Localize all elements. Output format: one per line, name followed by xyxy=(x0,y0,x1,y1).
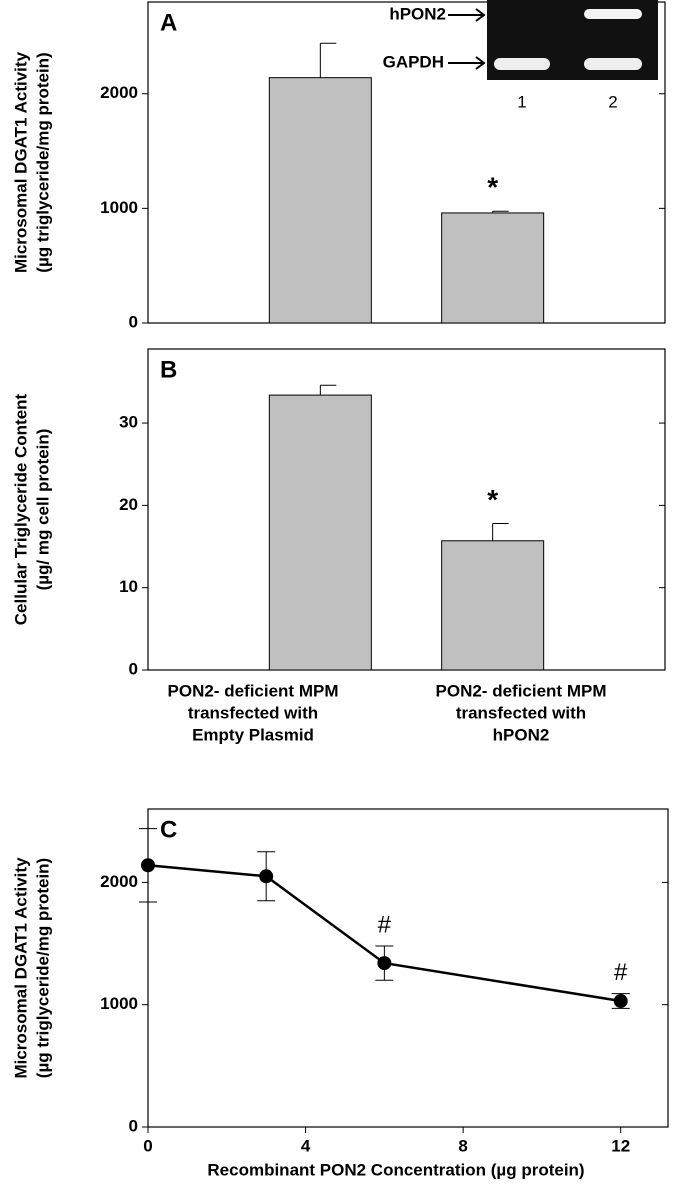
y-tick-label: 1000 xyxy=(100,198,138,217)
x-tick-label: PON2- deficient MPM xyxy=(436,681,607,700)
gel-band-label: GAPDH xyxy=(383,52,444,71)
y-tick-label: 1000 xyxy=(100,994,138,1013)
lane-label: 1 xyxy=(517,92,526,111)
x-tick-label: hPON2 xyxy=(493,725,550,744)
point xyxy=(259,869,274,884)
arrow xyxy=(448,56,486,70)
panel-label: B xyxy=(160,356,177,383)
y-tick-label: 30 xyxy=(119,413,138,432)
y-tick-label: 2000 xyxy=(100,83,138,102)
plot-frame xyxy=(147,808,669,1128)
annotation: # xyxy=(614,959,628,986)
y-tick-label: 2000 xyxy=(100,872,138,891)
gel-band-label: hPON2 xyxy=(389,4,446,23)
x-tick-label: PON2- deficient MPM xyxy=(168,681,339,700)
y-axis-label: Microsomal DGAT1 Activity xyxy=(11,857,30,1079)
x-tick-label: 12 xyxy=(611,1136,630,1155)
gel-band xyxy=(584,9,642,19)
y-tick-label: 0 xyxy=(129,659,138,678)
x-tick-label: transfected with xyxy=(456,703,586,722)
bar xyxy=(268,394,372,671)
point xyxy=(141,858,155,873)
annotation: # xyxy=(378,911,392,938)
y-axis-label: (µg triglyceride/mg protein) xyxy=(33,52,52,272)
panel-label: C xyxy=(160,816,177,843)
point xyxy=(377,956,392,971)
lane-label: 2 xyxy=(608,92,617,111)
x-tick-label: transfected with xyxy=(188,703,318,722)
plot-frame xyxy=(147,348,666,671)
panel-label: A xyxy=(160,9,177,36)
y-axis-label: Microsomal DGAT1 Activity xyxy=(11,51,30,273)
x-tick-label: 8 xyxy=(458,1136,467,1155)
arrow xyxy=(448,8,486,22)
x-tick-label: Empty Plasmid xyxy=(192,725,314,744)
y-axis-label: Cellular Triglyceride Content xyxy=(11,393,30,625)
y-axis-label: (µg/ mg cell protein) xyxy=(33,429,52,591)
bar xyxy=(441,540,545,671)
y-tick-label: 0 xyxy=(129,312,138,331)
y-tick-label: 10 xyxy=(119,577,138,596)
x-tick-label: 0 xyxy=(143,1136,152,1155)
bar xyxy=(268,77,372,324)
gel-band xyxy=(494,58,550,70)
y-tick-label: 0 xyxy=(129,1116,138,1135)
annotation: * xyxy=(487,172,498,203)
x-tick-label: 4 xyxy=(301,1136,311,1155)
x-axis-label: Recombinant PON2 Concentration (µg prote… xyxy=(207,1160,584,1179)
y-axis-label: (µg triglyceride/mg protein) xyxy=(33,858,52,1078)
plot-frame xyxy=(147,1,666,324)
gel-band xyxy=(584,58,642,70)
annotation: * xyxy=(487,484,498,515)
bar xyxy=(441,212,545,324)
point xyxy=(613,994,628,1009)
line xyxy=(147,864,621,1003)
y-tick-label: 20 xyxy=(119,495,138,514)
